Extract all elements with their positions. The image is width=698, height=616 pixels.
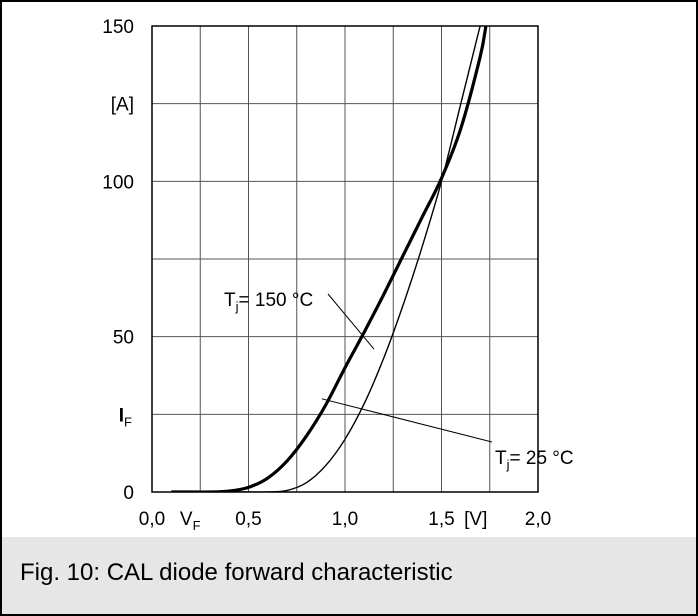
x-tick-label: 0,0 xyxy=(139,509,165,530)
annotation-tj25: Tj= 25 °C xyxy=(495,448,574,472)
y-unit-label: [A] xyxy=(111,95,134,116)
annotation-leader-line xyxy=(321,398,493,443)
x-unit-label: [V] xyxy=(464,509,487,530)
series-line-tj25 xyxy=(171,26,481,492)
plot-border xyxy=(151,25,539,493)
x-axis-label: VF xyxy=(180,509,201,533)
x-tick-label: 2,0 xyxy=(525,509,551,530)
y-tick-label: 150 xyxy=(102,17,134,38)
y-tick-label: 50 xyxy=(113,328,134,349)
caption-band: Fig. 10: CAL diode forward characteristi… xyxy=(2,537,696,614)
y-tick-label: 100 xyxy=(102,172,134,193)
annotation-tj150: Tj= 150 °C xyxy=(224,290,313,314)
y-axis-label: IF xyxy=(119,405,132,429)
figure-caption: Fig. 10: CAL diode forward characteristi… xyxy=(20,559,453,586)
plot-area: 0 50 100 150 0,0 0,5 1,0 1,5 2,0 [A] IF VF [V] Tj= 15… xyxy=(2,2,696,537)
x-tick-label: 0,5 xyxy=(235,509,261,530)
x-tick-label: 1,0 xyxy=(332,509,358,530)
diode-forward-chart: 0 50 100 150 0,0 0,5 1,0 1,5 2,0 [A] IF VF [V] Tj= 15… xyxy=(102,17,574,533)
y-tick-label: 0 xyxy=(123,483,134,504)
x-tick-label: 1,5 xyxy=(428,509,454,530)
annotation-leader-line xyxy=(327,293,375,350)
